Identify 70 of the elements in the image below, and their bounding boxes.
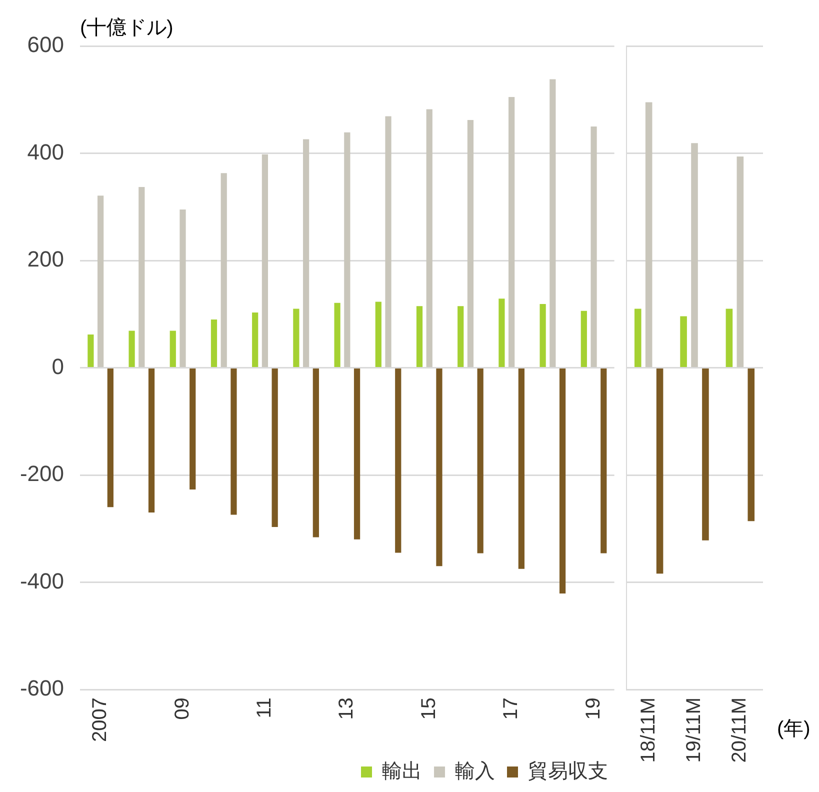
y-tick-label: -400 <box>20 568 64 594</box>
legend-label: 貿易収支 <box>528 760 608 783</box>
x-tick-label: 17 <box>500 698 522 720</box>
bar <box>559 368 566 594</box>
bar <box>220 173 227 368</box>
bar <box>293 308 300 368</box>
x-tick-label: 18/11M <box>637 698 660 763</box>
bar <box>148 368 155 513</box>
y-tick-label: 200 <box>27 246 64 272</box>
bar <box>180 210 186 368</box>
bar <box>252 312 258 368</box>
bar <box>726 308 733 368</box>
bar <box>540 304 546 368</box>
bar <box>680 316 687 368</box>
bar <box>436 368 442 566</box>
bar <box>580 310 587 368</box>
y-tick-label: 0 <box>52 354 64 379</box>
bar <box>375 302 382 368</box>
bar <box>303 139 310 368</box>
x-tick-label: 13 <box>336 698 358 720</box>
bar <box>748 368 755 522</box>
bar <box>395 368 402 553</box>
bar <box>518 368 524 569</box>
bar <box>128 330 135 368</box>
y-tick-label: -600 <box>20 676 64 701</box>
bar <box>312 368 319 538</box>
bar <box>498 298 505 368</box>
bar <box>262 154 268 368</box>
bar <box>97 196 104 368</box>
bar <box>656 368 664 574</box>
bar <box>272 368 278 528</box>
bar <box>458 306 464 368</box>
bar <box>736 156 744 368</box>
legend-label: 輸出 <box>382 760 422 783</box>
bar <box>88 334 94 368</box>
x-tick-label: 2007 <box>89 698 112 742</box>
x-tick-label: 19 <box>582 698 604 720</box>
bar <box>477 368 484 554</box>
bar <box>634 308 642 368</box>
bar <box>334 302 340 368</box>
y-tick-label: -200 <box>20 461 64 486</box>
x-axis-title: (年) <box>777 718 810 740</box>
bar <box>344 132 350 368</box>
bar <box>590 126 597 368</box>
bar <box>508 96 515 368</box>
y-tick-label: 400 <box>27 139 64 164</box>
x-tick-label: 15 <box>418 698 440 720</box>
x-tick-label: 11 <box>253 698 276 718</box>
bar <box>600 368 607 554</box>
legend-label: 輸入 <box>455 760 495 783</box>
x-tick-label: 20/11M <box>728 698 751 763</box>
bar <box>416 306 423 368</box>
bar <box>645 102 652 368</box>
x-tick-label: 09 <box>171 698 194 720</box>
bar <box>190 368 196 490</box>
y-axis-title: (十億ドル) <box>80 17 174 39</box>
x-tick-label: 19/11M <box>683 698 706 763</box>
bar <box>230 368 237 515</box>
bar <box>691 143 698 368</box>
bar <box>385 116 392 368</box>
y-tick-label: 600 <box>27 32 64 58</box>
bar <box>354 368 360 540</box>
bar <box>107 368 114 508</box>
bar <box>170 330 176 368</box>
bar <box>426 109 432 368</box>
bar <box>550 79 556 368</box>
bar <box>467 120 474 368</box>
bar <box>702 368 709 540</box>
bar <box>138 187 145 368</box>
bar <box>210 319 218 368</box>
